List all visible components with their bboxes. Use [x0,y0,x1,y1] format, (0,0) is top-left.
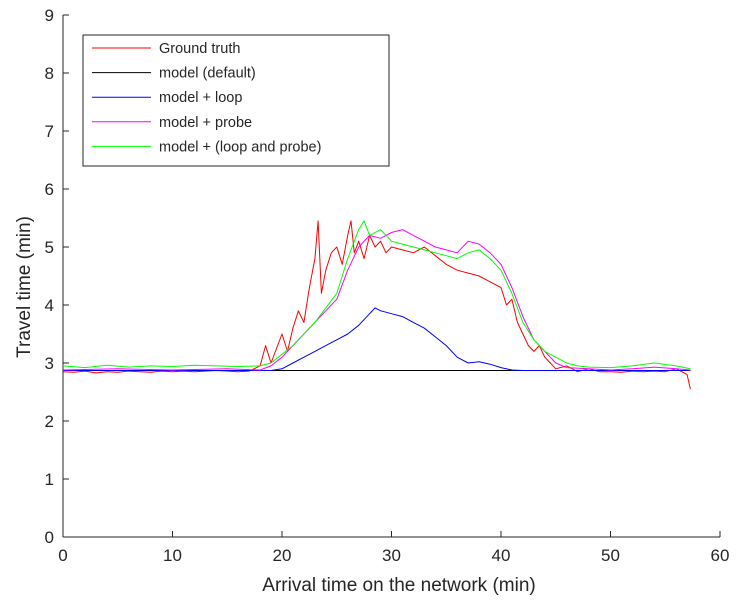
y-tick-label: 5 [45,238,54,257]
legend-label: Ground truth [159,41,240,57]
series-line-4 [62,220,691,370]
x-tick-label: 60 [711,546,730,565]
x-tick-label: 40 [492,546,511,565]
series-line-0 [62,220,691,390]
x-tick-label: 10 [163,546,182,565]
legend-label: model + probe [159,115,252,131]
legend-label: model (default) [159,66,256,82]
y-tick-label: 8 [45,64,54,83]
axes: 0 10 20 30 40 50 60 0 1 2 3 4 5 6 7 8 9 [45,6,730,565]
y-tick-label: 2 [45,412,54,431]
x-tick-label: 20 [273,546,292,565]
x-tick-label: 0 [58,546,67,565]
x-tick-label: 50 [601,546,620,565]
y-tick-label: 3 [45,354,54,373]
series-line-2 [63,307,691,371]
y-tick-label: 6 [45,180,54,199]
y-axis-label: Travel time (min) [14,216,35,358]
x-tick-label: 30 [382,546,401,565]
y-tick-label: 9 [45,6,54,25]
x-axis-label: Arrival time on the network (min) [262,575,535,596]
y-tick-label: 7 [45,122,54,141]
y-tick-label: 0 [45,528,54,547]
y-tick-label: 4 [45,296,54,315]
legend-label: model + (loop and probe) [159,139,321,155]
legend-box [82,34,390,167]
legend: Ground truth model (default) model + loop m… [82,34,390,167]
legend-label: model + loop [159,90,242,106]
y-tick-label: 1 [45,470,54,489]
series-lines [62,220,691,390]
series-line-3 [62,229,691,371]
